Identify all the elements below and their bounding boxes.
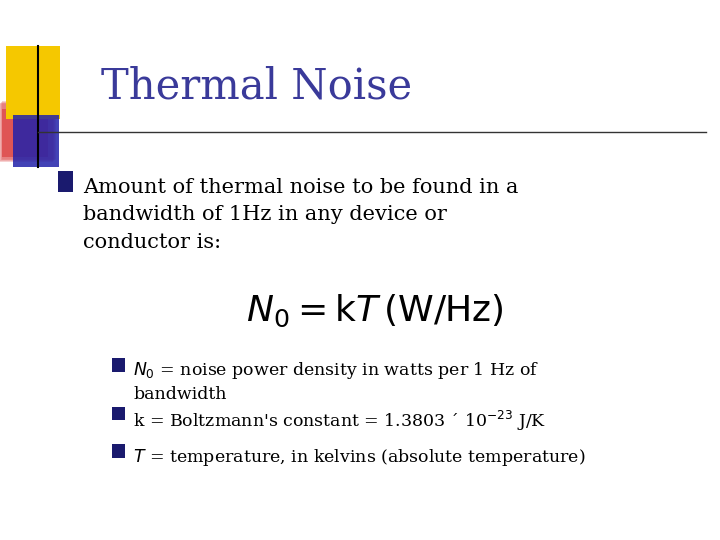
FancyBboxPatch shape	[0, 103, 54, 161]
Bar	[112, 407, 125, 420]
Text: Thermal Noise: Thermal Noise	[101, 65, 412, 107]
Text: k = Boltzmann's constant = 1.3803 ´ 10$^{-23}$ J/K: k = Boltzmann's constant = 1.3803 ´ 10$^…	[133, 409, 546, 433]
FancyBboxPatch shape	[13, 115, 59, 167]
FancyBboxPatch shape	[2, 101, 56, 159]
Bar	[112, 358, 125, 372]
FancyBboxPatch shape	[0, 104, 53, 162]
Text: $T$ = temperature, in kelvins (absolute temperature): $T$ = temperature, in kelvins (absolute …	[133, 447, 586, 468]
FancyBboxPatch shape	[0, 103, 53, 161]
Text: $N_0 = \mathrm{k}T\,\left(\mathrm{W/Hz}\right)$: $N_0 = \mathrm{k}T\,\left(\mathrm{W/Hz}\…	[246, 292, 503, 329]
FancyBboxPatch shape	[1, 102, 55, 160]
FancyBboxPatch shape	[1, 102, 55, 160]
FancyBboxPatch shape	[2, 109, 48, 157]
Bar	[58, 171, 73, 192]
Text: $N_0$ = noise power density in watts per 1 Hz of
bandwidth: $N_0$ = noise power density in watts per…	[133, 360, 539, 403]
Bar	[112, 444, 125, 458]
Text: Amount of thermal noise to be found in a
bandwidth of 1Hz in any device or
condu: Amount of thermal noise to be found in a…	[83, 178, 518, 252]
FancyBboxPatch shape	[6, 46, 60, 119]
FancyBboxPatch shape	[0, 103, 53, 161]
FancyBboxPatch shape	[1, 102, 55, 160]
